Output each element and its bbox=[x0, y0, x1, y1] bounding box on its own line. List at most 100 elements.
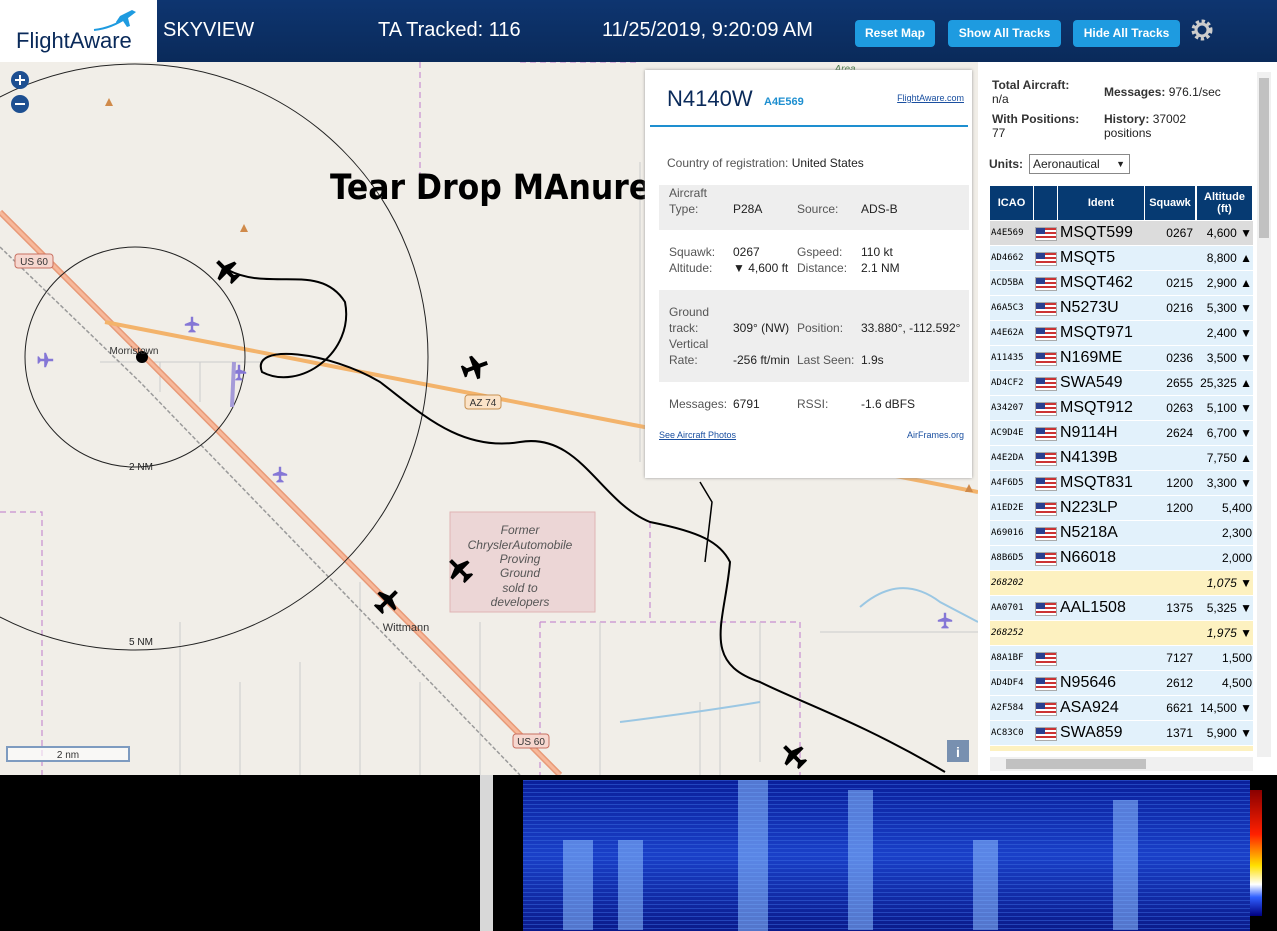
altitude-cell: 5,300 ▼ bbox=[1206, 301, 1252, 315]
country-flag bbox=[1035, 502, 1057, 516]
road-label: US 60 bbox=[517, 737, 545, 748]
field-label: Rate: bbox=[669, 353, 698, 367]
field-label: track: bbox=[669, 321, 699, 335]
tracked-count: TA Tracked: 116 bbox=[378, 19, 521, 41]
logo-text: FlightAware bbox=[16, 28, 132, 53]
town-label: Morristown bbox=[110, 346, 159, 357]
table-row[interactable]: A8A1BF 7127 1,500 bbox=[990, 646, 1253, 671]
landmark-label: sold to bbox=[502, 581, 538, 595]
table-row[interactable]: A4E62A MSQT971 2,400 ▼ bbox=[990, 321, 1253, 346]
units-label: Units: bbox=[989, 157, 1023, 171]
table-row[interactable]: AD4DF4 N95646 2612 4,500 bbox=[990, 671, 1253, 696]
section-band bbox=[659, 290, 969, 382]
datetime: 11/25/2019, 9:20:09 AM bbox=[602, 19, 813, 41]
icao-cell: A1ED2E bbox=[991, 503, 1024, 513]
field-label: Type: bbox=[669, 202, 699, 216]
altitude-cell: 4,600 ▼ bbox=[1206, 226, 1252, 240]
zoom-in[interactable] bbox=[11, 71, 29, 89]
map-canvas: Tear Drop MAnure US 60 AZ 74 Morristown … bbox=[0, 62, 978, 775]
altitude-cell: 1,500 bbox=[1221, 651, 1252, 665]
stat-label: Messages: bbox=[1104, 85, 1166, 99]
table-row[interactable]: A69016 N5218A 2,300 bbox=[990, 521, 1253, 546]
table-row[interactable]: A6A5C3 N5273U 0216 5,300 ▼ bbox=[990, 296, 1253, 321]
range-label: 5 NM bbox=[129, 637, 153, 648]
logo[interactable]: FlightAware bbox=[0, 0, 157, 62]
table-row[interactable]: AD4CF2 SWA549 2655 25,325 ▲ bbox=[990, 371, 1253, 396]
icao-cell: A2F584 bbox=[991, 703, 1024, 713]
stat-value: 976.1/sec bbox=[1168, 85, 1221, 99]
country-flag bbox=[1035, 702, 1057, 716]
table-row[interactable]: 268202 1,075 ▼ bbox=[990, 571, 1253, 596]
ident-cell: N223LP bbox=[1060, 499, 1118, 516]
ident-cell: N9114H bbox=[1060, 424, 1118, 441]
landmark-label: Former bbox=[501, 523, 541, 537]
ident-cell: MSQT5 bbox=[1060, 249, 1116, 266]
hide-tracks-button[interactable]: Hide All Tracks bbox=[1073, 20, 1180, 47]
country-flag bbox=[1035, 377, 1057, 391]
table-row[interactable]: A1ED2E N223LP 1200 5,400 bbox=[990, 496, 1253, 521]
app-title: SKYVIEW bbox=[163, 19, 255, 41]
divider bbox=[650, 125, 968, 127]
ident-cell: MSQT831 bbox=[1060, 474, 1133, 491]
squawk-cell: 1371 bbox=[1166, 726, 1193, 740]
field-label: Distance: bbox=[797, 261, 848, 275]
photos-link[interactable]: See Aircraft Photos bbox=[659, 430, 737, 440]
units-select[interactable]: Aeronautical ▼ bbox=[1029, 154, 1130, 174]
range-label: 2 NM bbox=[129, 462, 153, 473]
table-row[interactable]: AA0701 AAL1508 1375 5,325 ▼ bbox=[990, 596, 1253, 621]
units-value: Aeronautical bbox=[1033, 157, 1100, 171]
stat-value: n/a bbox=[992, 92, 1009, 106]
road-label: US 60 bbox=[20, 257, 48, 268]
icao-cell: A11435 bbox=[991, 353, 1024, 363]
table-row[interactable]: A4E2DA N4139B 7,750 ▲ bbox=[990, 446, 1253, 471]
altitude-cell: 4,500 bbox=[1221, 676, 1252, 690]
altitude-cell: 2,000 bbox=[1221, 551, 1252, 565]
field-label: Gspeed: bbox=[797, 245, 843, 259]
field-value: P28A bbox=[733, 202, 763, 216]
table-row[interactable]: AC9D4E N9114H 2624 6,700 ▼ bbox=[990, 421, 1253, 446]
landmark-label: developers bbox=[491, 595, 550, 609]
table-row[interactable]: AC83C0 SWA859 1371 5,900 ▼ bbox=[990, 721, 1253, 746]
ident-cell: MSQT912 bbox=[1060, 399, 1133, 416]
table-row[interactable]: A2F584 ASA924 6621 14,500 ▼ bbox=[990, 696, 1253, 721]
table-row[interactable]: ACD5BA MSQT462 0215 2,900 ▲ bbox=[990, 271, 1253, 296]
horizontal-scrollbar[interactable] bbox=[990, 757, 1253, 771]
stat-value: 37002 positions bbox=[1104, 112, 1187, 140]
show-tracks-button[interactable]: Show All Tracks bbox=[948, 20, 1061, 47]
altitude-cell: 2,450 bbox=[1197, 746, 1252, 751]
icao-cell: AD4DF4 bbox=[991, 678, 1024, 688]
table-row[interactable]: A4F6D5 MSQT831 1200 3,300 ▼ bbox=[990, 471, 1253, 496]
table-row[interactable]: 268252 1,975 ▼ bbox=[990, 621, 1253, 646]
table-row[interactable]: A34207 MSQT912 0263 5,100 ▼ bbox=[990, 396, 1253, 421]
settings-gear[interactable] bbox=[1190, 18, 1214, 42]
field-value: 2.1 NM bbox=[861, 261, 900, 275]
altitude-cell: 25,325 ▲ bbox=[1200, 376, 1252, 390]
info-icon: i bbox=[956, 744, 960, 760]
country-flag bbox=[1035, 727, 1057, 741]
field-value: 110 kt bbox=[861, 245, 893, 259]
reset-map-button[interactable]: Reset Map bbox=[855, 20, 935, 47]
table-row[interactable]: A8B6D5 N66018 2,000 bbox=[990, 546, 1253, 571]
squawk-cell: 0215 bbox=[1166, 276, 1193, 290]
table-row[interactable]: AD4662 MSQT5 8,800 ▲ bbox=[990, 246, 1253, 271]
airframes-link[interactable]: AirFrames.org bbox=[906, 430, 964, 440]
field-label: Last Seen: bbox=[797, 353, 855, 367]
zoom-out[interactable] bbox=[11, 95, 29, 113]
country-flag bbox=[1035, 252, 1057, 266]
field-label: Aircraft bbox=[669, 186, 708, 200]
squawk-cell: 1200 bbox=[1166, 476, 1193, 490]
table-row[interactable]: A4E569 MSQT599 0267 4,600 ▼ bbox=[990, 221, 1253, 246]
flightaware-link[interactable]: FlightAware.com bbox=[897, 93, 964, 103]
table-row[interactable]: 268846 2,450 bbox=[990, 746, 1253, 751]
field-label: RSSI: bbox=[797, 397, 829, 411]
squawk-cell: 1375 bbox=[1166, 601, 1193, 615]
vertical-scrollbar[interactable] bbox=[1257, 72, 1271, 757]
ident-cell: MSQT971 bbox=[1060, 324, 1133, 341]
landmark-label: Proving bbox=[500, 552, 541, 566]
ident-cell: MSQT462 bbox=[1060, 274, 1133, 291]
icao-cell: A4E569 bbox=[991, 228, 1024, 238]
logo-plane bbox=[93, 10, 136, 31]
table-row[interactable]: A11435 N169ME 0236 3,500 ▼ bbox=[990, 346, 1253, 371]
country-flag bbox=[1035, 677, 1057, 691]
info-button[interactable] bbox=[947, 740, 969, 762]
